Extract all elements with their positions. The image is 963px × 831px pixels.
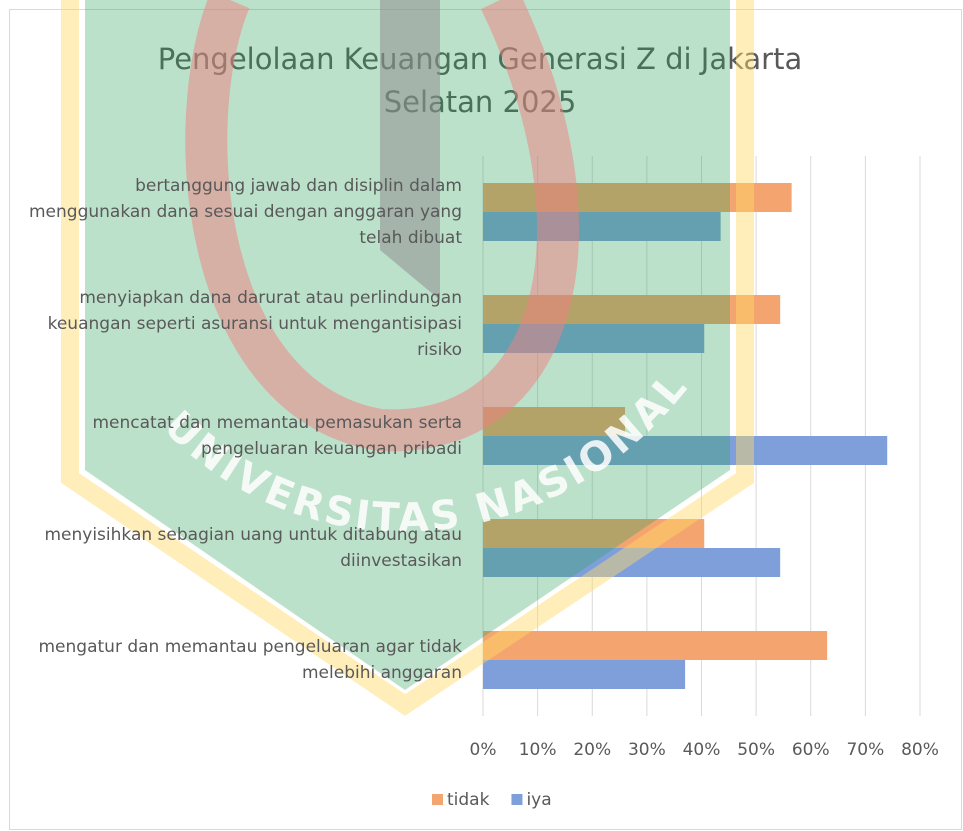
y-tick-label: menyiapkan dana darurat atau perlindunga… bbox=[47, 288, 462, 360]
bar bbox=[483, 436, 888, 465]
x-tick-label: 80% bbox=[901, 740, 939, 760]
x-tick-label: 30% bbox=[628, 740, 666, 760]
bar bbox=[483, 548, 781, 577]
x-tick-label: 20% bbox=[573, 740, 611, 760]
legend-swatch bbox=[511, 794, 523, 805]
y-tick-label: bertanggung jawab dan disiplin dalam men… bbox=[28, 176, 462, 248]
bar bbox=[483, 212, 721, 241]
chart-title: Pengelolaan Keuangan Generasi Z di Jakar… bbox=[157, 42, 803, 119]
x-tick-label: 10% bbox=[519, 740, 557, 760]
x-tick-label: 40% bbox=[683, 740, 721, 760]
bar bbox=[483, 324, 705, 353]
x-tick-label: 70% bbox=[846, 740, 884, 760]
legend-label: iya bbox=[526, 790, 551, 810]
bar bbox=[483, 183, 792, 212]
x-tick-label: 0% bbox=[470, 740, 497, 760]
bar bbox=[483, 407, 626, 436]
legend-label: tidak bbox=[447, 790, 490, 810]
bar bbox=[483, 519, 705, 548]
legend-swatch bbox=[432, 794, 443, 805]
x-tick-label: 60% bbox=[792, 740, 830, 760]
x-tick-label: 50% bbox=[737, 740, 775, 760]
y-tick-label: mengatur dan memantau pengeluaran agar t… bbox=[38, 637, 463, 683]
bar bbox=[483, 631, 828, 660]
bar bbox=[483, 660, 686, 689]
bar bbox=[483, 295, 781, 324]
y-tick-label: mencatat dan memantau pemasukan serta pe… bbox=[92, 413, 462, 459]
y-tick-label: menyisihkan sebagian uang untuk ditabung… bbox=[44, 525, 462, 571]
